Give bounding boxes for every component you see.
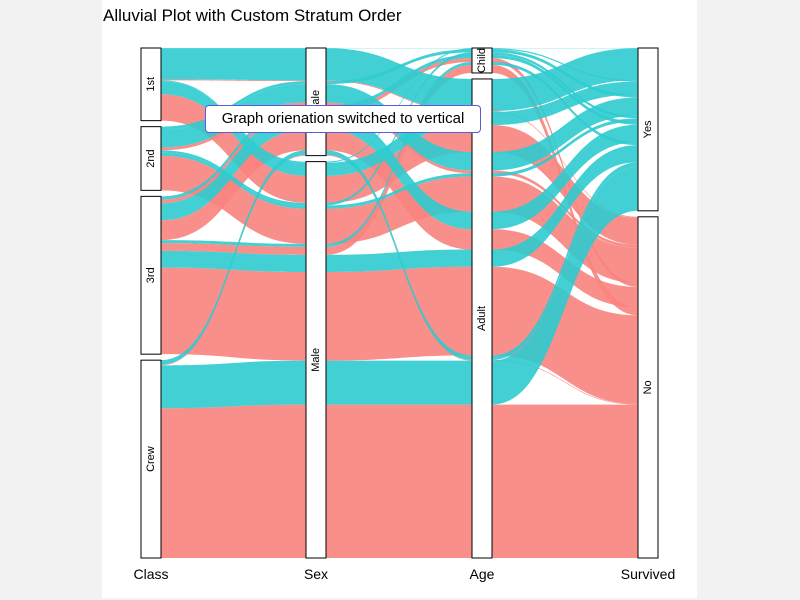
stratum-label-class-1st: 1st: [145, 77, 157, 92]
stratum-label-sex-male: Male: [310, 348, 322, 372]
flow-band-1st-male-adult-yes-seg3: [492, 81, 638, 125]
orientation-tooltip: Graph orienation switched to vertical: [205, 105, 481, 133]
flow-layer: [161, 48, 638, 558]
stratum-class-1st: [140, 47, 162, 122]
axis-label-age: Age: [470, 566, 495, 582]
stratum-class-2nd: [140, 126, 162, 191]
flow-band-3rd-male-adult-yes-seg3: [492, 145, 638, 267]
stratum-label-age-child: Child: [476, 48, 488, 73]
axis-label-sex: Sex: [304, 566, 328, 582]
stratum-label-class-3rd: 3rd: [145, 267, 157, 283]
chart-title: Alluvial Plot with Custom Stratum Order: [103, 6, 402, 25]
flow-band-crew-male-adult-no-seg3: [492, 404, 638, 558]
flow-band-2nd-male-adult-yes-seg2: [326, 173, 472, 209]
stratum-survived-no: [637, 216, 659, 559]
flow-band-3rd-male-child-yes-seg2: [326, 61, 472, 247]
flow-band-1st-female-adult-yes-seg2: [326, 48, 472, 112]
flow-band-1st-female-adult-no-seg1: [161, 79, 306, 82]
flow-band-3rd-male-adult-yes-seg2: [326, 249, 472, 272]
stratum-label-age-adult: Adult: [476, 306, 488, 331]
flow-band-crew-male-adult-yes-seg1: [161, 360, 306, 409]
flow-band-crew-male-adult-no-seg2: [326, 404, 472, 558]
flow-band-3rd-female-child-yes-seg1: [161, 105, 306, 200]
flow-band-3rd-male-child-no-seg1: [161, 243, 306, 255]
flow-band-3rd-male-adult-no-seg1: [161, 267, 306, 361]
flow-band-3rd-male-adult-yes-seg1: [161, 250, 306, 272]
flow-band-crew-male-adult-yes-seg3: [492, 166, 638, 405]
stratum-class-3rd: [140, 195, 162, 355]
flow-band-1st-female-adult-no-seg3: [492, 111, 638, 218]
stratum-age-child: [471, 47, 493, 74]
flow-band-3rd-female-adult-yes-seg1: [161, 112, 306, 221]
flow-band-1st-female-adult-yes-seg1: [161, 48, 306, 81]
flow-band-3rd-male-adult-no-seg3: [492, 266, 638, 404]
flow-band-2nd-male-adult-no-seg1: [161, 155, 306, 244]
flow-band-crew-female-adult-yes-seg1: [161, 150, 306, 365]
stratum-class-crew: [140, 359, 162, 559]
flow-band-1st-female-adult-yes-seg3: [492, 48, 638, 112]
flow-band-2nd-male-child-yes-seg1: [161, 150, 306, 206]
flow-band-crew-female-adult-no-seg3: [492, 359, 638, 405]
stratum-label-class-2nd: 2nd: [145, 149, 157, 167]
axis-label-class: Class: [133, 566, 168, 582]
flow-band-3rd-male-child-yes-seg1: [161, 240, 306, 247]
flow-band-crew-female-adult-yes-seg3: [492, 162, 638, 360]
flow-band-2nd-male-adult-yes-seg1: [161, 152, 306, 209]
stratum-age-adult: [471, 78, 493, 559]
flow-band-2nd-male-adult-yes-seg3: [492, 118, 638, 177]
flow-band-crew-male-adult-no-seg1: [161, 404, 306, 558]
flow-band-3rd-male-adult-no-seg2: [326, 266, 472, 361]
flow-band-1st-female-adult-no-seg2: [326, 80, 472, 112]
stratum-label-class-crew: Crew: [145, 446, 157, 472]
stratum-label-survived-yes: Yes: [642, 120, 654, 138]
stratum-label-survived-no: No: [642, 380, 654, 394]
stratum-sex-male: [305, 161, 327, 559]
flow-band-crew-male-adult-yes-seg2: [326, 360, 472, 405]
flow-band-3rd-female-adult-yes-seg3: [492, 124, 638, 230]
axis-label-survived: Survived: [621, 566, 675, 582]
axis-label-layer: Class Sex Age Survived: [133, 566, 675, 582]
flow-band-2nd-female-adult-yes-seg3: [492, 97, 638, 171]
flow-band-3rd-female-adult-yes-seg2: [326, 112, 472, 230]
flow-band-crew-female-adult-yes-seg2: [326, 150, 472, 360]
stratum-survived-yes: [637, 47, 659, 212]
